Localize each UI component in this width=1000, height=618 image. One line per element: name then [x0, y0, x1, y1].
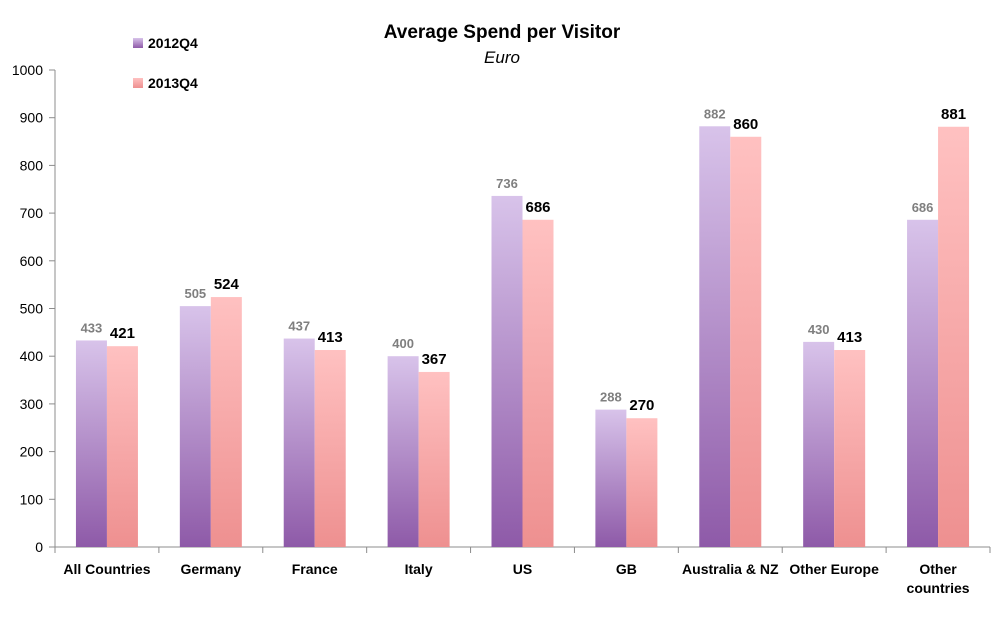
data-label-2013q4: 413 — [837, 329, 862, 346]
data-label-2012q4: 437 — [288, 319, 310, 334]
chart-subtitle: Euro — [484, 48, 520, 67]
bar-2013q4 — [730, 136, 762, 547]
data-label-2012q4: 433 — [81, 320, 103, 335]
y-tick-label: 300 — [20, 396, 44, 412]
bar-2012q4 — [283, 338, 315, 547]
data-label-2013q4: 413 — [318, 329, 343, 346]
data-label-2013q4: 524 — [214, 276, 240, 293]
bar-2012q4 — [179, 306, 211, 547]
bar-2013q4 — [106, 346, 138, 547]
legend-label: 2012Q4 — [148, 35, 198, 51]
x-tick-label: France — [292, 561, 338, 577]
data-label-2013q4: 367 — [422, 351, 447, 368]
y-tick-label: 0 — [35, 539, 43, 555]
bar-2012q4 — [803, 341, 835, 547]
x-tick-label: GB — [616, 561, 637, 577]
data-label-2013q4: 860 — [733, 116, 758, 133]
bar-2013q4 — [314, 349, 346, 547]
bar-2012q4 — [75, 340, 107, 547]
legend-swatch — [133, 78, 143, 88]
data-label-2013q4: 686 — [525, 199, 550, 216]
x-tick-label: Other Europe — [789, 561, 879, 577]
legend-label: 2013Q4 — [148, 75, 198, 91]
bars — [75, 126, 970, 548]
data-label-2013q4: 881 — [941, 106, 966, 123]
x-tick-label: All Countries — [63, 561, 150, 577]
bar-2012q4 — [907, 219, 939, 547]
bar-2013q4 — [834, 349, 866, 547]
y-tick-label: 600 — [20, 253, 44, 269]
data-label-2012q4: 686 — [912, 200, 934, 215]
x-tick-label: Australia & NZ — [682, 561, 779, 577]
data-label-2012q4: 736 — [496, 176, 518, 191]
bar-2012q4 — [699, 126, 731, 547]
y-tick-label: 800 — [20, 157, 44, 173]
x-tick-label: Other countries — [907, 561, 970, 596]
data-label-2012q4: 400 — [392, 336, 414, 351]
bar-2013q4 — [210, 297, 242, 547]
data-label-2013q4: 270 — [629, 397, 654, 414]
legend-swatch — [133, 38, 143, 48]
bar-2012q4 — [387, 356, 419, 547]
bar-2012q4 — [595, 409, 627, 547]
y-tick-label: 200 — [20, 444, 44, 460]
y-tick-label: 700 — [20, 205, 44, 221]
data-labels: 433 505 437 400 736 288 882 430 686 421 524 413 367 6… — [81, 106, 966, 414]
axes: 0 100 200 300 400 500 600 700 800 900 1000 All Coun… — [12, 62, 991, 596]
data-label-2012q4: 430 — [808, 322, 830, 337]
bar-2012q4 — [491, 195, 523, 548]
x-tick-label: Germany — [180, 561, 241, 577]
chart-title: Average Spend per Visitor — [384, 22, 621, 43]
y-tick-label: 500 — [20, 301, 44, 317]
data-label-2012q4: 288 — [600, 390, 622, 405]
data-label-2012q4: 882 — [704, 106, 726, 121]
bar-2013q4 — [522, 219, 554, 547]
y-tick-label: 900 — [20, 110, 44, 126]
data-label-2012q4: 505 — [184, 286, 206, 301]
x-tick-label: Italy — [405, 561, 433, 577]
bar-2013q4 — [938, 126, 970, 547]
bar-2013q4 — [626, 418, 658, 547]
y-tick-label: 100 — [20, 491, 44, 507]
bar-2013q4 — [418, 371, 450, 547]
legend: 2012Q4 2013Q4 — [133, 35, 198, 91]
y-tick-label: 1000 — [12, 62, 43, 78]
data-label-2013q4: 421 — [110, 325, 135, 342]
y-tick-label: 400 — [20, 348, 44, 364]
x-tick-label: US — [513, 561, 532, 577]
